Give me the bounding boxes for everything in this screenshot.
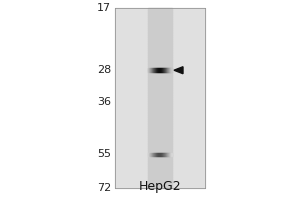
Text: 28: 28 — [97, 65, 111, 75]
Text: 72: 72 — [97, 183, 111, 193]
Bar — [148, 8, 172, 188]
Text: 55: 55 — [97, 149, 111, 159]
Bar — [115, 8, 205, 188]
Text: 36: 36 — [97, 97, 111, 107]
Text: HepG2: HepG2 — [139, 180, 181, 193]
Text: 17: 17 — [97, 3, 111, 13]
Polygon shape — [174, 67, 183, 74]
